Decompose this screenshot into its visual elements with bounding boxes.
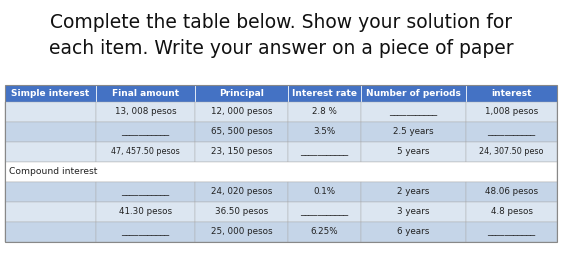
Bar: [361, 202, 466, 222]
Bar: [96, 202, 195, 222]
Bar: [195, 142, 288, 162]
Bar: [466, 142, 557, 162]
Bar: [361, 102, 466, 122]
Bar: [466, 102, 557, 122]
Bar: [466, 222, 557, 242]
Text: ___________: ___________: [301, 148, 348, 157]
Bar: [288, 202, 361, 222]
Bar: [361, 142, 466, 162]
Text: Final amount: Final amount: [112, 89, 179, 98]
Bar: [5, 122, 96, 142]
Text: 24, 307.50 peso: 24, 307.50 peso: [479, 148, 544, 157]
Text: 48.06 pesos: 48.06 pesos: [485, 188, 538, 197]
Text: 6 years: 6 years: [397, 227, 430, 236]
Text: 5 years: 5 years: [397, 148, 430, 157]
Bar: [195, 202, 288, 222]
Text: 2 years: 2 years: [397, 188, 430, 197]
Bar: [361, 222, 466, 242]
Bar: [195, 122, 288, 142]
Text: 36.50 pesos: 36.50 pesos: [215, 207, 269, 216]
Text: 3.5%: 3.5%: [314, 127, 336, 136]
Text: Principal: Principal: [219, 89, 264, 98]
Bar: [96, 222, 195, 242]
Text: ___________: ___________: [121, 127, 170, 136]
Text: ___________: ___________: [389, 107, 438, 116]
Text: 6.25%: 6.25%: [311, 227, 338, 236]
Text: 0.1%: 0.1%: [314, 188, 336, 197]
Text: ___________: ___________: [121, 227, 170, 236]
Bar: [5, 182, 96, 202]
Text: 47, 457.50 pesos: 47, 457.50 pesos: [111, 148, 180, 157]
Bar: [288, 102, 361, 122]
Bar: [195, 85, 288, 102]
Text: 2.5 years: 2.5 years: [393, 127, 434, 136]
Text: ___________: ___________: [488, 127, 536, 136]
Text: 12, 000 pesos: 12, 000 pesos: [211, 107, 273, 116]
Bar: [361, 182, 466, 202]
Bar: [96, 102, 195, 122]
Bar: [5, 162, 557, 182]
Bar: [5, 102, 96, 122]
Bar: [5, 142, 96, 162]
Bar: [288, 222, 361, 242]
Bar: [195, 102, 288, 122]
Bar: [466, 202, 557, 222]
Text: 13, 008 pesos: 13, 008 pesos: [115, 107, 176, 116]
Text: 25, 000 pesos: 25, 000 pesos: [211, 227, 273, 236]
Text: ___________: ___________: [301, 207, 348, 216]
Text: 24, 020 pesos: 24, 020 pesos: [211, 188, 273, 197]
Bar: [195, 182, 288, 202]
Bar: [96, 142, 195, 162]
Bar: [288, 85, 361, 102]
Text: interest: interest: [491, 89, 532, 98]
Bar: [361, 122, 466, 142]
Bar: [466, 122, 557, 142]
Bar: [195, 222, 288, 242]
Text: 2.8 %: 2.8 %: [312, 107, 337, 116]
Text: Number of periods: Number of periods: [366, 89, 461, 98]
Bar: [5, 85, 557, 242]
Bar: [5, 85, 96, 102]
Bar: [466, 182, 557, 202]
Bar: [361, 85, 466, 102]
Text: ___________: ___________: [121, 188, 170, 197]
Bar: [288, 142, 361, 162]
Text: ___________: ___________: [488, 227, 536, 236]
Bar: [288, 182, 361, 202]
Bar: [96, 182, 195, 202]
Text: 1,008 pesos: 1,008 pesos: [485, 107, 538, 116]
Bar: [288, 122, 361, 142]
Bar: [5, 202, 96, 222]
Bar: [96, 122, 195, 142]
Bar: [466, 85, 557, 102]
Bar: [96, 85, 195, 102]
Text: Simple interest: Simple interest: [11, 89, 89, 98]
Text: each item. Write your answer on a piece of paper: each item. Write your answer on a piece …: [49, 39, 513, 58]
Bar: [5, 222, 96, 242]
Text: 3 years: 3 years: [397, 207, 430, 216]
Text: 65, 500 pesos: 65, 500 pesos: [211, 127, 273, 136]
Text: Compound interest: Compound interest: [9, 168, 97, 177]
Text: Complete the table below. Show your solution for: Complete the table below. Show your solu…: [50, 13, 512, 32]
Text: 41.30 pesos: 41.30 pesos: [119, 207, 172, 216]
Text: 23, 150 pesos: 23, 150 pesos: [211, 148, 273, 157]
Text: 4.8 pesos: 4.8 pesos: [491, 207, 533, 216]
Text: Interest rate: Interest rate: [292, 89, 357, 98]
